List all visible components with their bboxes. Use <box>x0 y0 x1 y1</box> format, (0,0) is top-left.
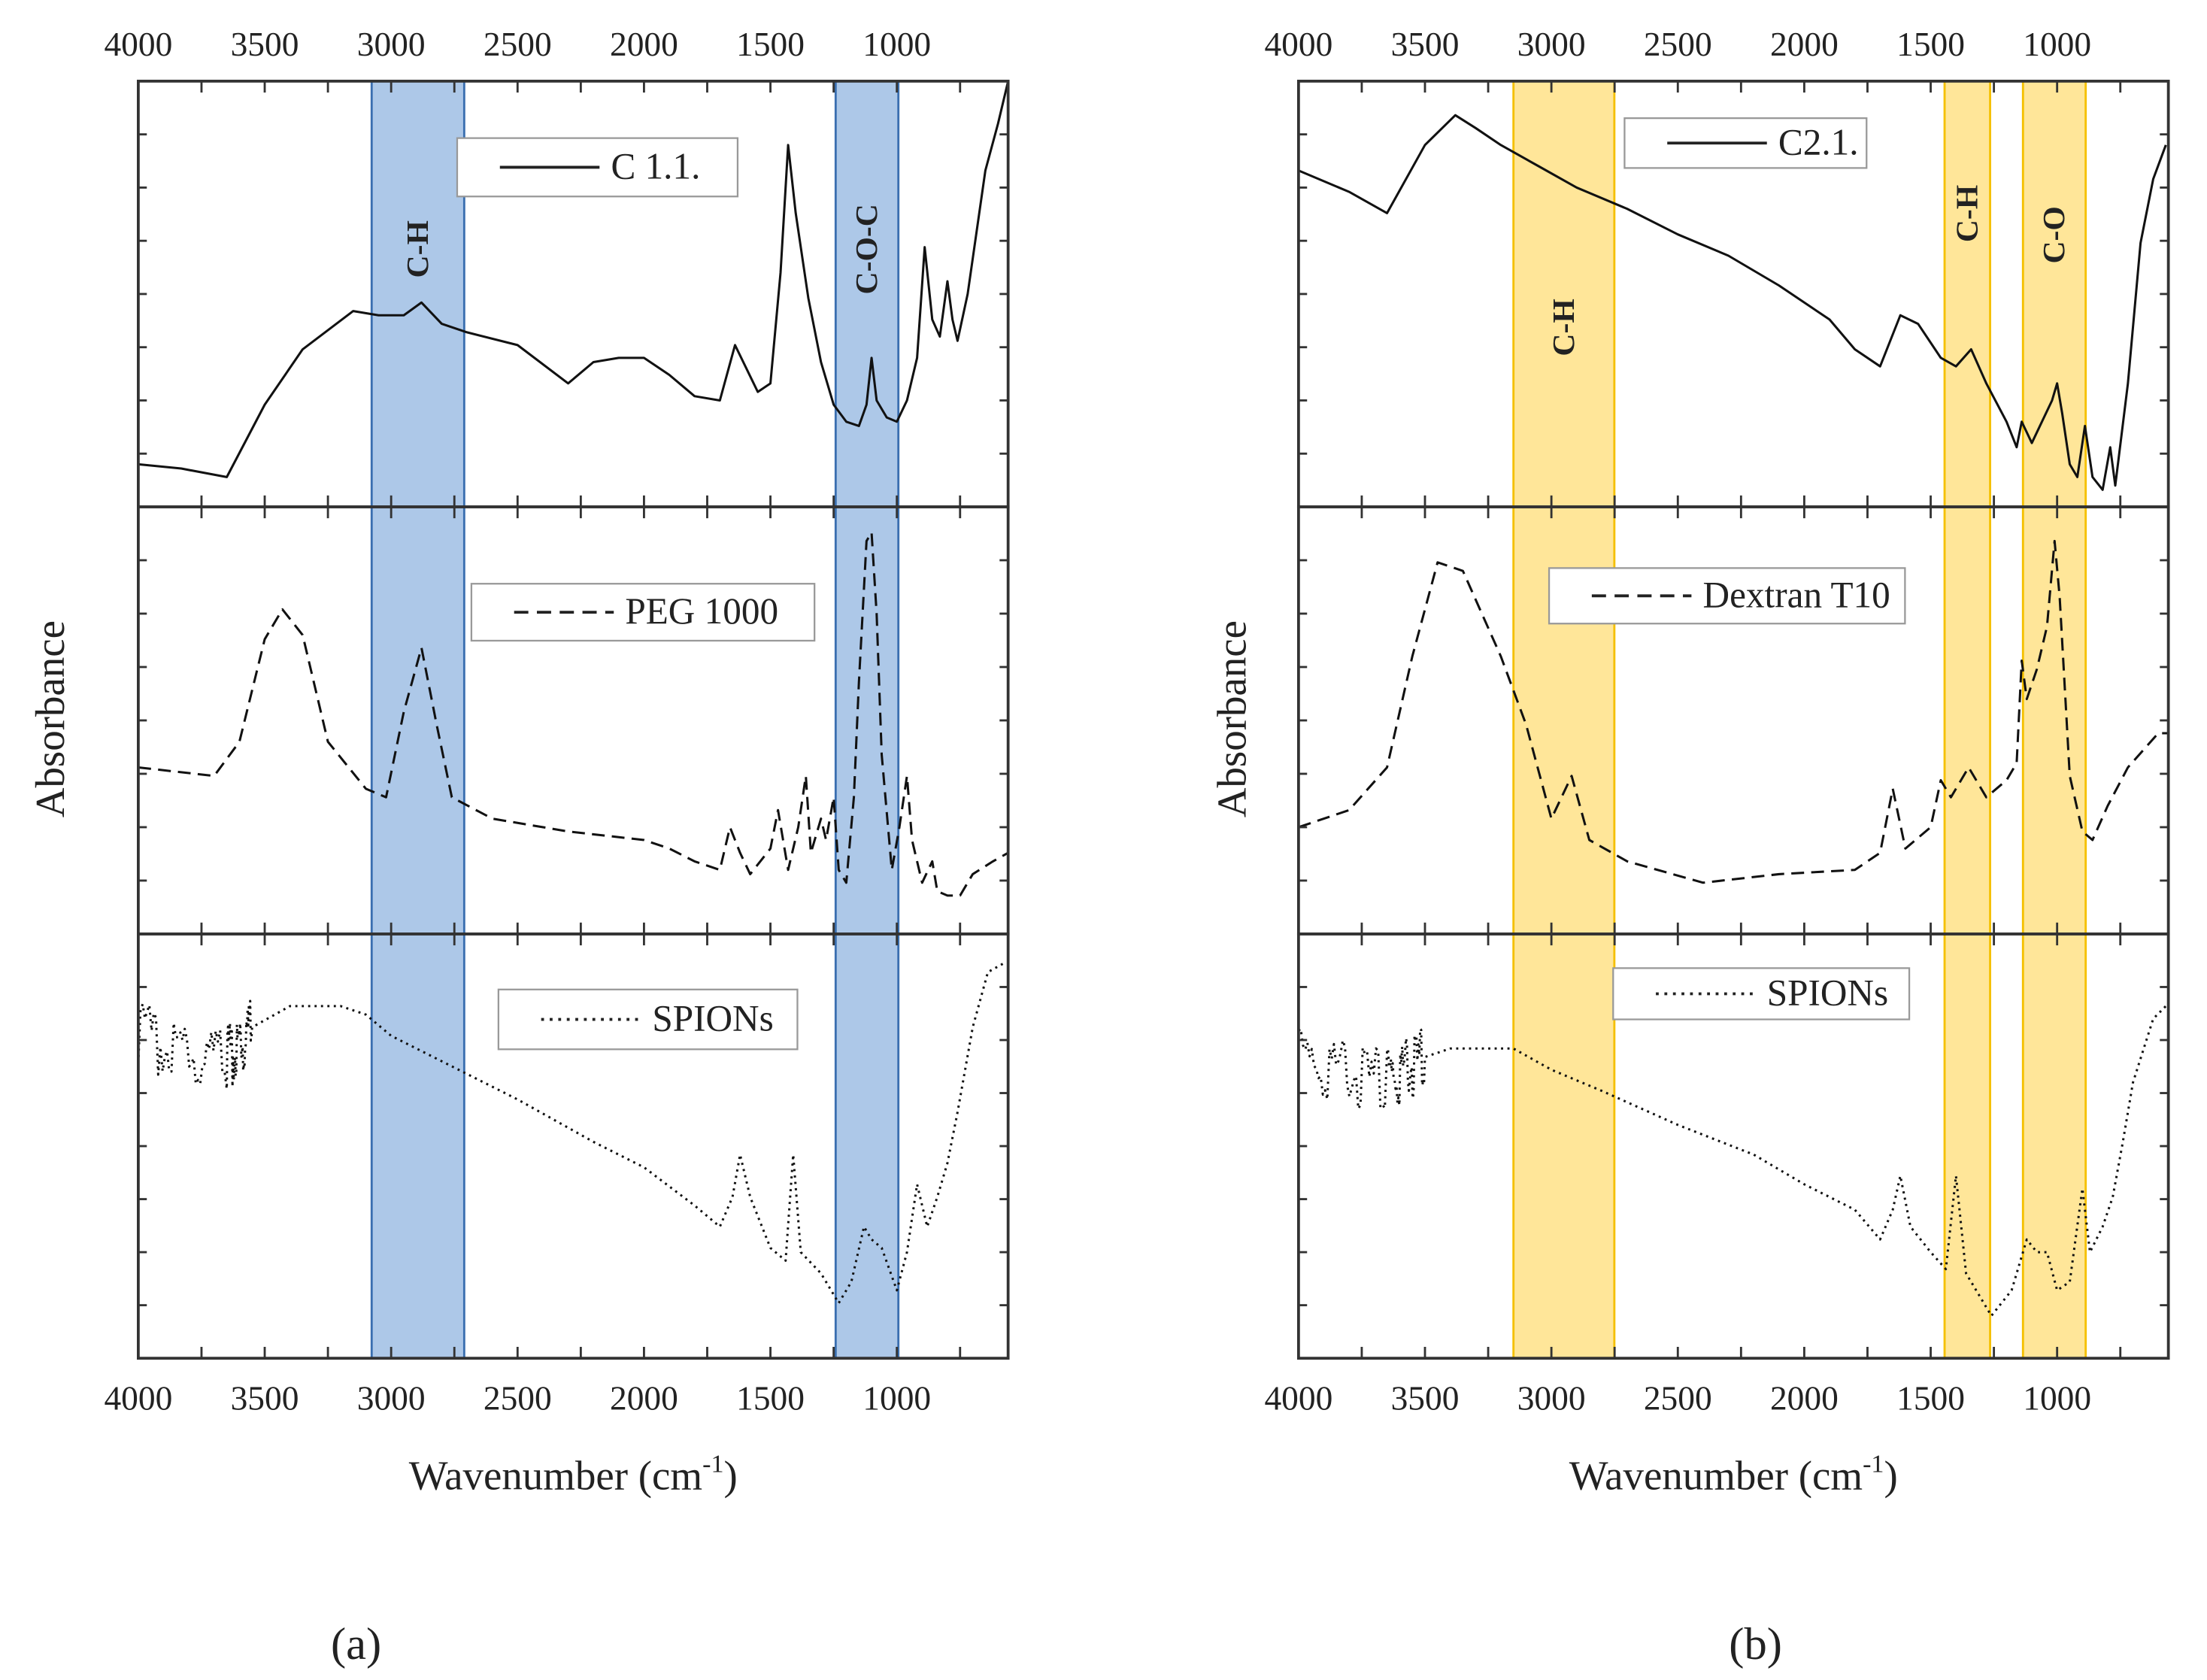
x-axis-label-superscript: -1 <box>1863 1451 1884 1478</box>
x-axis-label-close: ) <box>1884 1452 1897 1498</box>
y-axis-label: Absorbance <box>27 620 73 817</box>
x-tick-label-bottom: 2000 <box>1770 1379 1839 1417</box>
panel-label: (b) <box>1729 1619 1782 1669</box>
panel-label: (a) <box>331 1619 381 1669</box>
series-line-spions <box>137 963 1004 1305</box>
legend: C 1.1. <box>456 137 739 198</box>
x-tick-label-bottom: 1500 <box>1896 1379 1965 1417</box>
x-tick-label-top: 3000 <box>1517 26 1586 63</box>
x-tick-label-top: 2500 <box>1644 26 1712 63</box>
highlight-band <box>370 80 465 1360</box>
band-label: C-H <box>1547 299 1581 356</box>
x-tick-label-bottom: 2500 <box>1644 1379 1712 1417</box>
legend-label: Dextran T10 <box>1703 574 1890 615</box>
legend-label: C 1.1. <box>611 146 700 187</box>
legend-label: SPIONs <box>1767 972 1888 1014</box>
x-tick-label-bottom: 4000 <box>1264 1379 1332 1417</box>
x-tick-label-bottom: 3500 <box>231 1379 299 1417</box>
x-tick-label-bottom: 1500 <box>736 1379 805 1417</box>
x-tick-label-top: 1500 <box>1896 26 1965 63</box>
band-label: C-H <box>1950 185 1984 242</box>
legend-box <box>497 988 799 1051</box>
legend-label: PEG 1000 <box>625 590 778 632</box>
x-tick-label-bottom: 3500 <box>1391 1379 1460 1417</box>
legend-label: C2.1. <box>1778 121 1859 162</box>
legend-label: SPIONs <box>652 998 773 1039</box>
series-line-c-1-1- <box>138 80 1010 478</box>
band-label: C-H <box>401 220 435 277</box>
legend-box <box>470 583 816 642</box>
x-tick-label-top: 2000 <box>610 26 678 63</box>
band-label: C-O-C <box>850 204 884 294</box>
legend: SPIONs <box>497 988 799 1051</box>
x-axis-label: Wavenumber (cm-1) <box>409 1451 738 1499</box>
x-tick-label-top: 2500 <box>484 26 552 63</box>
highlight-band <box>1512 80 1616 1360</box>
legend: Dextran T10 <box>1548 567 1906 625</box>
series-line-c2-1- <box>1298 114 2167 491</box>
x-axis-label-text: Wavenumber (cm <box>409 1452 702 1498</box>
legend-box <box>1612 967 1911 1020</box>
series-line-dextran-t10 <box>1298 539 2169 884</box>
x-axis-label-superscript: -1 <box>702 1451 723 1478</box>
x-tick-label-top: 4000 <box>104 26 172 63</box>
x-axis-label-text: Wavenumber (cm <box>1569 1452 1863 1498</box>
highlight-band <box>1943 80 1991 1360</box>
x-tick-label-top: 1000 <box>862 26 931 63</box>
series-line-peg-1000 <box>138 531 1009 897</box>
x-tick-label-bottom: 3000 <box>1517 1379 1586 1417</box>
x-tick-label-top: 3500 <box>231 26 299 63</box>
panel-a: C-H C-O-C C 1.1. PEG 1000 SPIONs 4000 4000 3500… <box>27 26 1010 1669</box>
x-tick-label-top: 3500 <box>1391 26 1460 63</box>
x-axis-label: Wavenumber (cm-1) <box>1569 1451 1898 1499</box>
highlight-band <box>2021 80 2087 1360</box>
x-tick-label-top: 2000 <box>1770 26 1839 63</box>
x-tick-label-top: 4000 <box>1264 26 1332 63</box>
legend: C2.1. <box>1623 117 1868 169</box>
legend-box <box>1548 567 1906 625</box>
x-tick-label-bottom: 1000 <box>2023 1379 2091 1417</box>
x-tick-label-bottom: 1000 <box>862 1379 931 1417</box>
legend: SPIONs <box>1612 967 1911 1020</box>
x-tick-label-top: 1000 <box>2023 26 2091 63</box>
x-tick-label-top: 3000 <box>357 26 426 63</box>
highlight-band <box>834 80 900 1360</box>
series-line-spions <box>1297 1005 2167 1318</box>
x-tick-label-bottom: 2000 <box>610 1379 678 1417</box>
panel-b: C-H C-H C-O C2.1. Dextran T10 SPIONs 4000 4000 3… <box>1208 26 2170 1669</box>
legend: PEG 1000 <box>470 583 816 642</box>
band-label: C-O <box>2037 206 2072 263</box>
x-tick-label-bottom: 2500 <box>484 1379 552 1417</box>
x-tick-label-bottom: 4000 <box>104 1379 172 1417</box>
x-tick-label-bottom: 3000 <box>357 1379 426 1417</box>
y-axis-label: Absorbance <box>1208 620 1254 817</box>
x-axis-label-close: ) <box>723 1452 737 1498</box>
x-tick-label-top: 1500 <box>736 26 805 63</box>
